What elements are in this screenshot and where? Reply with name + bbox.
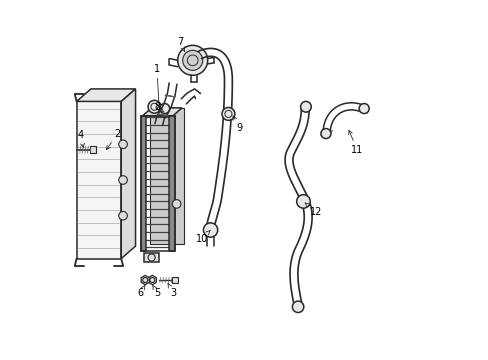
Circle shape xyxy=(177,45,207,75)
Circle shape xyxy=(119,140,127,149)
Circle shape xyxy=(203,223,217,237)
Text: 4: 4 xyxy=(78,130,84,147)
Text: 11: 11 xyxy=(348,130,363,155)
Polygon shape xyxy=(121,89,135,258)
Polygon shape xyxy=(90,146,96,153)
Text: 8: 8 xyxy=(154,102,163,112)
Circle shape xyxy=(119,211,127,220)
Text: 1: 1 xyxy=(154,64,161,112)
Circle shape xyxy=(296,195,309,208)
Circle shape xyxy=(160,104,169,113)
Polygon shape xyxy=(144,253,159,262)
Polygon shape xyxy=(148,275,156,285)
Polygon shape xyxy=(77,102,121,258)
Circle shape xyxy=(292,301,303,312)
Circle shape xyxy=(148,100,161,113)
Circle shape xyxy=(183,50,203,70)
Text: 10: 10 xyxy=(195,230,210,244)
Polygon shape xyxy=(77,89,135,102)
Circle shape xyxy=(119,176,127,184)
Circle shape xyxy=(300,102,311,112)
Polygon shape xyxy=(142,108,182,116)
Polygon shape xyxy=(169,116,175,251)
Polygon shape xyxy=(141,275,149,285)
Text: 12: 12 xyxy=(305,203,322,217)
Polygon shape xyxy=(141,116,146,251)
Text: 6: 6 xyxy=(138,285,145,297)
Circle shape xyxy=(222,108,234,120)
Circle shape xyxy=(148,254,155,261)
Polygon shape xyxy=(172,277,177,283)
Circle shape xyxy=(358,104,368,113)
Text: 3: 3 xyxy=(168,283,176,297)
Polygon shape xyxy=(149,108,183,244)
Circle shape xyxy=(320,129,330,139)
Text: 5: 5 xyxy=(152,285,160,297)
Circle shape xyxy=(172,200,181,208)
Text: 2: 2 xyxy=(106,129,121,149)
Text: 9: 9 xyxy=(233,116,242,133)
Text: 7: 7 xyxy=(177,37,184,51)
